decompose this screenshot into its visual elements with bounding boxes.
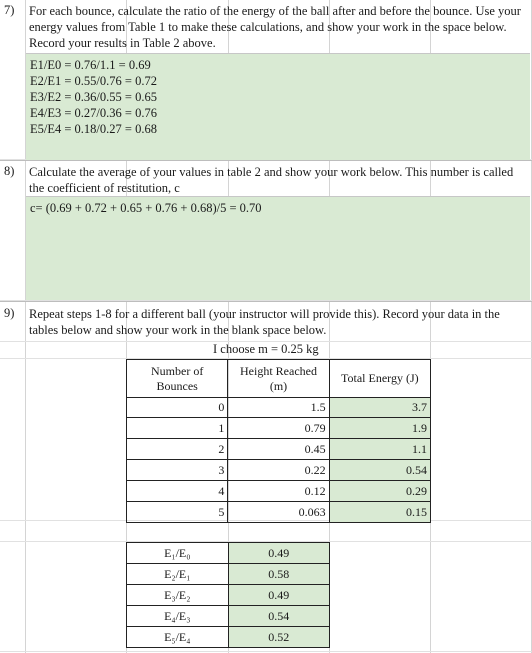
header-height: Height Reached (m) <box>227 359 330 398</box>
question-8-answer-box[interactable]: c= (0.69 + 0.72 + 0.65 + 0.76 + 0.68)/5 … <box>26 196 530 300</box>
answer-line: c= (0.69 + 0.72 + 0.65 + 0.76 + 0.68)/5 … <box>30 201 262 215</box>
header-energy: Total Energy (J) <box>328 359 432 398</box>
header-bounces: Number of Bounces <box>125 359 229 398</box>
height-cell[interactable]: 0.063 <box>227 501 330 523</box>
energy-cell[interactable]: 1.9 <box>328 417 432 439</box>
height-cell[interactable]: 0.22 <box>227 459 330 481</box>
bounce-cell[interactable]: 2 <box>125 438 229 460</box>
bounce-data-table: Number of Bounces Height Reached (m) Tot… <box>125 359 432 523</box>
ratio-label-cell[interactable]: E₄/E₃ <box>126 605 229 627</box>
bounce-cell[interactable]: 1 <box>125 417 229 439</box>
answer-line-5: E5/E4 = 0.18/0.27 = 0.68 <box>30 122 157 136</box>
energy-ratio-table: E₁/E₀ 0.49 E₂/E₁ 0.58 E₃/E₂ 0.49 E₄/E₃ 0… <box>126 542 330 648</box>
bounce-cell[interactable]: 4 <box>125 480 229 502</box>
table-row: 5 0.063 0.15 <box>125 501 432 523</box>
table-row: E₃/E₂ 0.49 <box>126 584 330 606</box>
energy-cell[interactable]: 0.29 <box>328 480 432 502</box>
ratio-value-cell[interactable]: 0.49 <box>227 584 330 606</box>
bounce-cell[interactable]: 0 <box>125 397 229 418</box>
table-row: 3 0.22 0.54 <box>125 459 432 481</box>
bounce-cell[interactable]: 5 <box>125 501 229 523</box>
answer-line-2: E2/E1 = 0.55/0.76 = 0.72 <box>30 74 157 88</box>
question-8-text: Calculate the average of your values in … <box>29 165 514 195</box>
question-9-number: 9) <box>4 306 15 320</box>
energy-cell[interactable]: 3.7 <box>328 397 432 418</box>
table-row: E₁/E₀ 0.49 <box>126 542 330 564</box>
question-9-text: Repeat steps 1-8 for a different ball (y… <box>29 307 500 337</box>
table-row: 2 0.45 1.1 <box>125 438 432 460</box>
height-cell[interactable]: 0.79 <box>227 417 330 439</box>
answer-line-1: E1/E0 = 0.76/1.1 = 0.69 <box>30 58 151 72</box>
ratio-label-cell[interactable]: E₂/E₁ <box>126 563 229 585</box>
height-cell[interactable]: 0.45 <box>227 438 330 460</box>
answer-line-3: E3/E2 = 0.36/0.55 = 0.65 <box>30 90 157 104</box>
table-row: 0 1.5 3.7 <box>125 397 432 418</box>
question-8-number: 8) <box>4 164 15 178</box>
bounce-cell[interactable]: 3 <box>125 459 229 481</box>
energy-cell[interactable]: 1.1 <box>328 438 432 460</box>
height-cell[interactable]: 1.5 <box>227 397 330 418</box>
question-7-text: For each bounce, calculate the ratio of … <box>29 4 521 50</box>
ratio-value-cell[interactable]: 0.58 <box>227 563 330 585</box>
ratio-value-cell[interactable]: 0.52 <box>227 626 330 648</box>
energy-cell[interactable]: 0.15 <box>328 501 432 523</box>
ratio-value-cell[interactable]: 0.49 <box>227 542 330 564</box>
ratio-value-cell[interactable]: 0.54 <box>227 605 330 627</box>
question-7-answer-box[interactable]: E1/E0 = 0.76/1.1 = 0.69 E2/E1 = 0.55/0.7… <box>26 53 530 160</box>
mass-label: I choose m = 0.25 kg <box>213 342 319 356</box>
ratio-label-cell[interactable]: E₃/E₂ <box>126 584 229 606</box>
ratio-label-cell[interactable]: E₅/E₄ <box>126 626 229 648</box>
ratio-label-cell[interactable]: E₁/E₀ <box>126 542 229 564</box>
table-row: 1 0.79 1.9 <box>125 417 432 439</box>
answer-line-4: E4/E3 = 0.27/0.36 = 0.76 <box>30 106 157 120</box>
table-row: E₄/E₃ 0.54 <box>126 605 330 627</box>
energy-cell[interactable]: 0.54 <box>328 459 432 481</box>
table-row: E₂/E₁ 0.58 <box>126 563 330 585</box>
height-cell[interactable]: 0.12 <box>227 480 330 502</box>
table-row: E₅/E₄ 0.52 <box>126 626 330 648</box>
table-row: 4 0.12 0.29 <box>125 480 432 502</box>
question-7-number: 7) <box>4 3 15 17</box>
